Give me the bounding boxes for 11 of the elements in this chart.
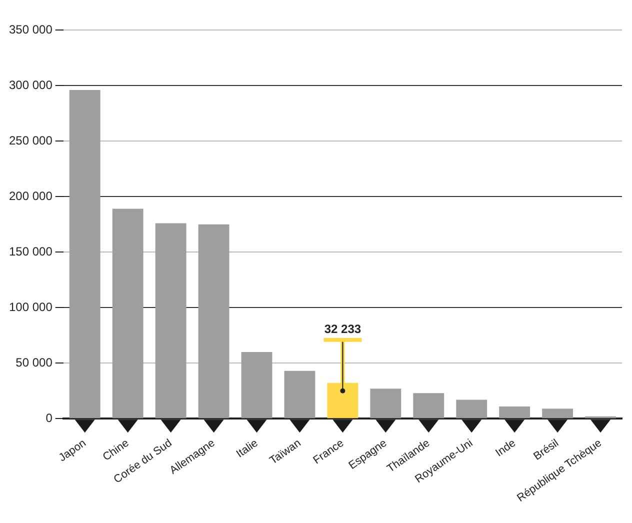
y-tick-label: 300 000 (8, 78, 53, 92)
y-tick-label: 100 000 (8, 300, 53, 314)
y-tick-label: 200 000 (8, 188, 53, 203)
x-tick-label: Inde (494, 437, 518, 460)
y-tick-label: 50 000 (16, 355, 53, 370)
y-tick-label: 350 000 (8, 22, 53, 36)
y-tick-label: 0 (46, 410, 53, 425)
y-tick-label: 250 000 (8, 133, 53, 148)
data-label: 32 233 (324, 322, 362, 336)
x-tick-label: Italie (234, 437, 260, 460)
y-tick-label: 150 000 (8, 244, 53, 258)
